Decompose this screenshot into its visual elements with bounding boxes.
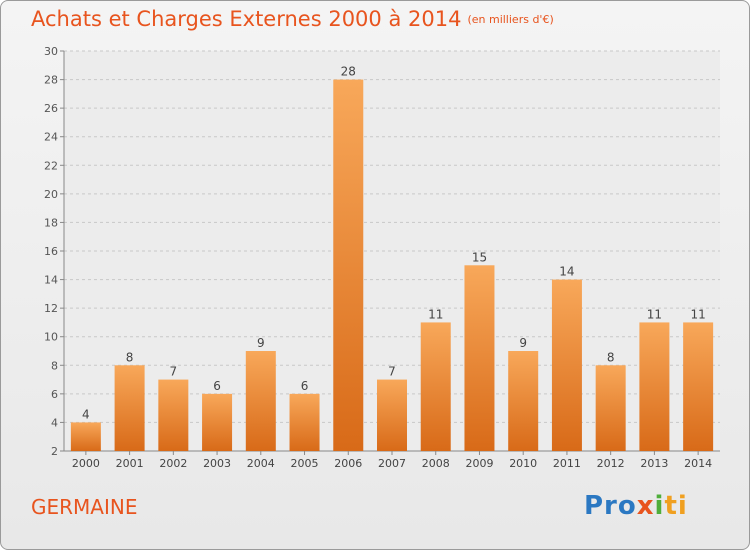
y-tick-label: 6 — [51, 388, 58, 401]
bar — [114, 365, 145, 451]
y-tick-label: 24 — [44, 131, 58, 144]
x-tick-label: 2004 — [247, 457, 275, 470]
bar-value-label: 9 — [257, 336, 265, 350]
y-tick-label: 18 — [44, 216, 58, 229]
bar-value-label: 15 — [472, 250, 487, 264]
x-tick-label: 2002 — [159, 457, 187, 470]
bar-value-label: 7 — [388, 365, 396, 379]
x-tick-label: 2008 — [422, 457, 450, 470]
bar-value-label: 9 — [519, 336, 527, 350]
commune-name: GERMAINE — [31, 495, 138, 519]
x-tick-label: 2006 — [334, 457, 362, 470]
bar-value-label: 6 — [301, 379, 309, 393]
logo-part-4: ti — [664, 491, 688, 521]
bar — [202, 393, 233, 451]
bar — [377, 379, 407, 451]
y-tick-label: 28 — [44, 74, 58, 87]
bar-value-label: 11 — [647, 307, 662, 321]
y-tick-label: 10 — [44, 331, 58, 344]
bar — [683, 322, 714, 451]
x-tick-label: 2012 — [597, 457, 625, 470]
x-tick-label: 2000 — [72, 457, 100, 470]
y-tick-label: 8 — [51, 359, 58, 372]
x-tick-label: 2007 — [378, 457, 406, 470]
logo-part-1: Pro — [584, 491, 637, 521]
y-tick-label: 26 — [44, 102, 58, 115]
x-tick-label: 2001 — [116, 457, 144, 470]
bar — [420, 322, 451, 451]
logo-part-2: x — [636, 491, 655, 521]
y-tick-label: 12 — [44, 302, 58, 315]
y-tick-label: 22 — [44, 159, 58, 172]
y-tick-label: 20 — [44, 188, 58, 201]
bar-value-label: 28 — [341, 65, 356, 79]
bar-value-label: 8 — [126, 350, 134, 364]
bars: 4 8 7 6 9 6 28 7 11 15 9 14 8 11 11 — [70, 65, 714, 452]
bar-value-label: 11 — [428, 307, 443, 321]
proxiti-logo[interactable]: Proxiti — [584, 491, 688, 521]
x-tick-label: 2003 — [203, 457, 231, 470]
x-tick-label: 2009 — [465, 457, 493, 470]
x-tick-label: 2010 — [509, 457, 537, 470]
bar-value-label: 8 — [607, 350, 615, 364]
bar-value-label: 6 — [213, 379, 221, 393]
bar — [289, 393, 320, 451]
logo-part-3: i — [654, 491, 665, 521]
x-tick-label: 2014 — [684, 457, 712, 470]
bar — [508, 351, 539, 451]
y-tick-label: 2 — [51, 445, 58, 458]
y-tick-label: 4 — [51, 416, 58, 429]
bar — [70, 422, 101, 451]
bar — [595, 365, 626, 451]
x-tick-label: 2011 — [553, 457, 581, 470]
x-tick-label: 2005 — [291, 457, 319, 470]
y-tick-label: 16 — [44, 245, 58, 258]
x-axis: 2000 2001 2002 2003 2004 2005 2006 2007 2008 2009… — [72, 451, 712, 470]
y-tick-label: 14 — [44, 274, 58, 287]
y-tick-label: 30 — [44, 45, 58, 58]
bar-value-label: 7 — [170, 365, 178, 379]
title-text: Achats et Charges Externes 2000 à 2014 — [31, 7, 462, 31]
x-tick-label: 2013 — [640, 457, 668, 470]
bar — [639, 322, 670, 451]
bar-value-label: 11 — [690, 307, 705, 321]
bar — [464, 265, 495, 451]
bar-value-label: 4 — [82, 407, 90, 421]
bar — [158, 379, 189, 451]
bar — [333, 79, 364, 452]
bar-value-label: 14 — [559, 265, 574, 279]
bar — [245, 351, 276, 451]
chart-subtitle: (en milliers d'€) — [467, 13, 554, 26]
chart-title: Achats et Charges Externes 2000 à 2014 (e… — [31, 7, 554, 31]
bar — [551, 279, 582, 451]
